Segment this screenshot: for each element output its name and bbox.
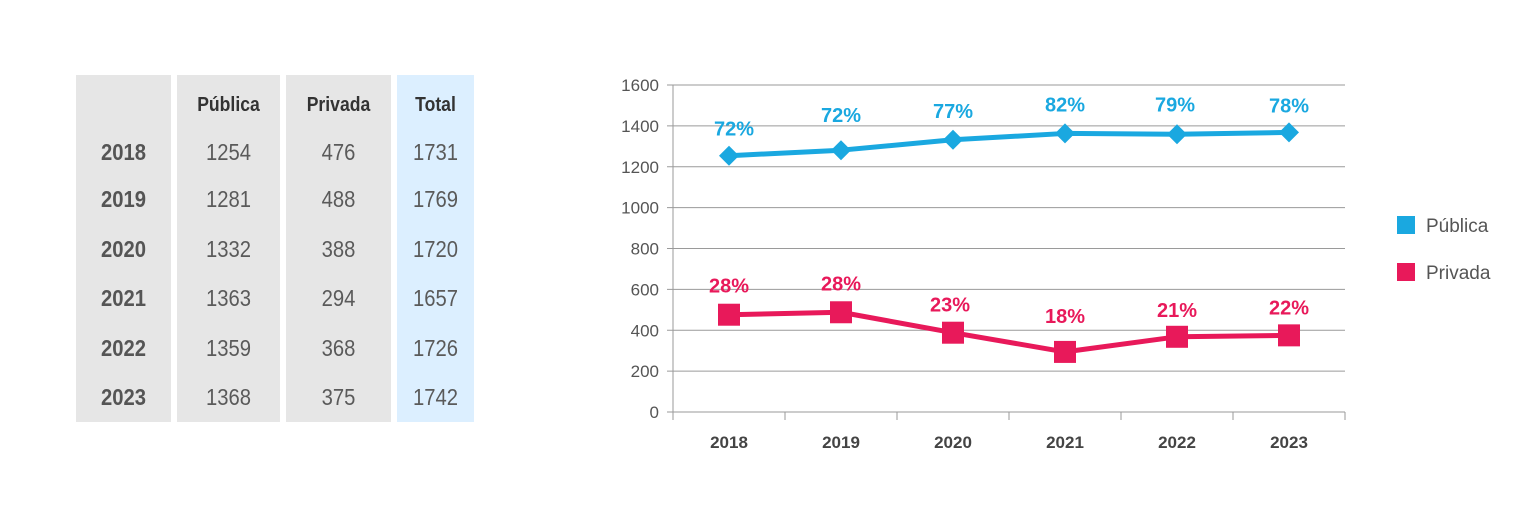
table-column-privada: Privada 476 488 388 294 368 375 [286, 75, 391, 422]
data-point-marker [1054, 340, 1076, 363]
x-tick-label: 2018 [710, 433, 748, 452]
legend-swatch [1397, 263, 1415, 281]
table-cell-privada: 375 [321, 384, 356, 410]
table-cell-total: 1657 [412, 285, 459, 311]
data-label: 82% [1045, 94, 1085, 116]
y-tick-label: 1400 [621, 117, 659, 136]
table-cell-total: 1720 [412, 236, 459, 262]
table-cell-total: 1726 [412, 335, 459, 361]
table-cell-privada: 488 [321, 186, 356, 212]
data-point-marker [1279, 122, 1299, 143]
table-cell-year: 2020 [100, 236, 147, 262]
table-cell-publica: 1359 [205, 335, 252, 361]
data-point-marker [942, 321, 964, 344]
table-cell-privada: 294 [321, 285, 356, 311]
y-tick-label: 0 [650, 403, 659, 422]
data-point-marker [830, 301, 852, 324]
table-cell-total: 1742 [412, 384, 459, 410]
table-cell-year: 2022 [100, 335, 147, 361]
table-header-privada: Privada [306, 94, 371, 116]
data-point-marker [1166, 325, 1188, 348]
y-tick-label: 1000 [621, 199, 659, 218]
y-tick-label: 1600 [621, 76, 659, 95]
table-cell-publica: 1332 [205, 236, 252, 262]
chart-legend: Pública Privada [1397, 216, 1491, 284]
table-header-total: Total [415, 94, 456, 116]
chart-gridlines [673, 84, 1345, 372]
table-cell-year: 2023 [100, 384, 147, 410]
y-tick-label: 200 [631, 362, 659, 381]
data-label: 28% [709, 276, 749, 298]
data-point-marker [1055, 123, 1075, 144]
data-label: 72% [714, 119, 754, 141]
table-cell-publica: 1254 [205, 139, 252, 165]
data-label: 23% [930, 295, 970, 317]
data-label: 77% [933, 101, 973, 123]
y-tick-label: 800 [631, 240, 659, 259]
data-point-marker [943, 129, 963, 150]
data-point-marker [719, 145, 739, 166]
data-label: 78% [1269, 95, 1309, 117]
table-cell-publica: 1363 [205, 285, 252, 311]
x-tick-label: 2023 [1270, 433, 1308, 452]
table-column-publica: Pública 1254 1281 1332 1363 1359 1368 [177, 75, 280, 422]
x-tick-label: 2019 [822, 433, 860, 452]
legend-swatch [1397, 216, 1415, 234]
x-tick-label: 2020 [934, 433, 972, 452]
data-point-marker [1167, 124, 1187, 145]
data-label: 18% [1045, 306, 1085, 328]
table-column-year: 2018 2019 2020 2021 2022 2023 [76, 75, 171, 422]
data-label: 72% [821, 105, 861, 127]
chart-axes: 0 200 400 600 800 1000 1200 1400 1600 2018 2019 202… [621, 76, 1346, 452]
data-label: 21% [1157, 300, 1197, 322]
table-cell-total: 1731 [412, 139, 459, 165]
series-line-publica [728, 129, 1290, 159]
chart-series: 72% 72% 77% 82% 79% 78% 28% 28% 23% 18% 21% 22% [709, 94, 1309, 363]
x-tick-label: 2022 [1158, 433, 1196, 452]
table-cell-total: 1769 [412, 186, 459, 212]
table-cell-privada: 368 [321, 335, 356, 361]
table-cell-privada: 388 [321, 236, 356, 262]
data-label: 22% [1269, 297, 1309, 319]
table-cell-publica: 1368 [205, 384, 252, 410]
table-cell-privada: 476 [321, 139, 356, 165]
table-column-total: Total 1731 1769 1720 1657 1726 1742 [397, 75, 474, 422]
data-label: 79% [1155, 94, 1195, 116]
table-cell-publica: 1281 [205, 186, 252, 212]
table-cell-year: 2018 [100, 139, 147, 165]
table-header-publica: Pública [197, 94, 260, 116]
y-tick-label: 600 [631, 280, 659, 299]
data-point-marker [718, 303, 740, 326]
y-tick-label: 400 [631, 321, 659, 340]
x-tick-label: 2021 [1046, 433, 1084, 452]
series-line-privada [728, 309, 1290, 355]
data-point-marker [1278, 324, 1300, 347]
legend-label: Pública [1426, 216, 1489, 237]
data-point-marker [831, 140, 851, 161]
y-tick-label: 1200 [621, 158, 659, 177]
table-cell-year: 2019 [100, 186, 147, 212]
data-label: 28% [821, 273, 861, 295]
legend-label: Privada [1426, 263, 1491, 284]
table-cell-year: 2021 [100, 285, 147, 311]
